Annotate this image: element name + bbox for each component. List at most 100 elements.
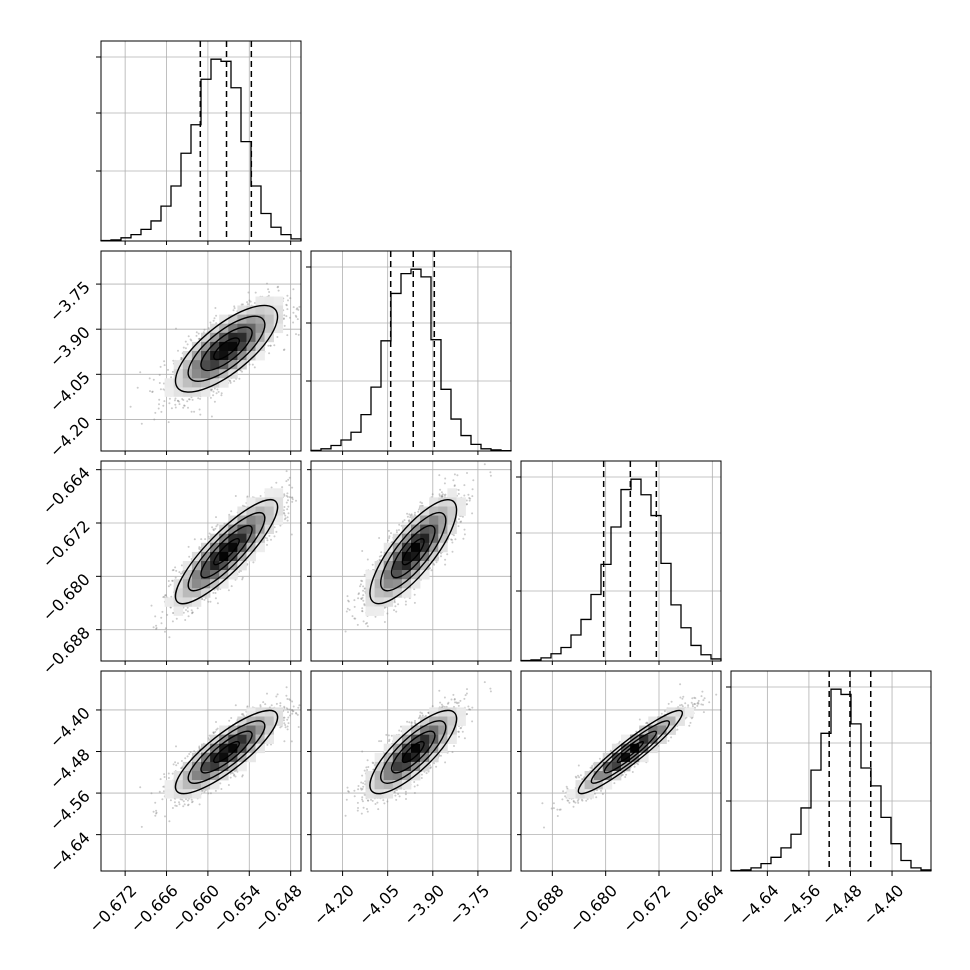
density-cell [255, 305, 265, 315]
sample-point [361, 580, 364, 583]
sample-point [408, 721, 411, 724]
sample-point [158, 373, 161, 376]
sample-point [195, 331, 198, 334]
sample-point [223, 522, 226, 525]
sample-point [201, 789, 204, 792]
density-cell [164, 378, 174, 388]
sample-point [297, 308, 300, 311]
sample-point [697, 702, 700, 705]
density-cell [411, 725, 421, 735]
contour-line [187, 511, 266, 592]
sample-point [595, 796, 598, 799]
sample-point [289, 714, 291, 717]
sample-point [174, 406, 177, 409]
density-cell [383, 761, 394, 772]
density-cell [438, 515, 448, 525]
density-cell [675, 707, 685, 717]
sample-point [198, 746, 201, 749]
sample-point [681, 705, 684, 708]
sample-point [174, 397, 177, 400]
sample-point [174, 804, 177, 807]
sample-point [172, 763, 175, 766]
sample-point [646, 722, 649, 725]
sample-point [302, 476, 304, 478]
sample-point [440, 703, 443, 706]
sample-point [284, 514, 287, 517]
sample-point [577, 801, 580, 804]
density-cell [210, 360, 220, 370]
sample-point [140, 422, 143, 425]
sample-point [419, 501, 422, 504]
density-cell [246, 752, 256, 763]
sample-point [191, 398, 194, 401]
density-cell [374, 606, 384, 616]
sample-point [204, 538, 207, 541]
sample-point [685, 716, 688, 719]
sample-point [287, 711, 289, 714]
sample-point [182, 346, 185, 349]
density-cell [255, 341, 265, 352]
density-cell [447, 488, 457, 498]
sample-point [345, 798, 348, 801]
density-cell [164, 780, 174, 790]
sample-point [215, 516, 217, 519]
sample-point [361, 610, 364, 613]
sample-point [175, 764, 178, 767]
sample-point [347, 599, 350, 602]
density-cell [438, 533, 448, 544]
panel-frame [730, 670, 932, 872]
sample-point [268, 534, 271, 537]
sample-point [162, 785, 165, 788]
sample-point [694, 706, 696, 709]
sample-point [453, 484, 456, 487]
density-cell [383, 789, 394, 799]
sample-point [200, 597, 203, 600]
sample-point [441, 705, 444, 708]
density-cell [219, 351, 229, 361]
density-cell [383, 561, 394, 571]
density-cell [173, 360, 184, 370]
density-cell [228, 743, 238, 754]
contour-line [401, 740, 425, 764]
sample-point [371, 563, 374, 566]
density-cell [273, 515, 284, 525]
sample-point [637, 763, 639, 766]
sample-point [393, 609, 395, 612]
density-cell [392, 734, 403, 744]
sample-point [281, 486, 284, 489]
sample-point [171, 579, 174, 582]
sample-point [676, 728, 679, 731]
sample-point [353, 795, 356, 798]
density-cell [201, 341, 211, 352]
sample-point [213, 400, 216, 403]
sample-point [279, 704, 282, 707]
density-cell [374, 588, 384, 598]
sample-point [463, 528, 466, 531]
density-cell [401, 725, 412, 735]
sample-point [460, 520, 463, 523]
sample-point [290, 533, 293, 536]
sample-point [217, 390, 220, 393]
sample-point [155, 811, 158, 814]
sample-point [684, 702, 687, 705]
density-cell [420, 515, 430, 525]
sample-point [285, 686, 288, 689]
sample-point [288, 698, 291, 701]
density-cell [219, 561, 229, 571]
sample-point [454, 701, 456, 704]
sample-point [550, 807, 553, 810]
sample-point [393, 600, 396, 602]
sample-point [420, 504, 423, 507]
sample-point [286, 516, 289, 519]
density-cell [201, 332, 211, 343]
sample-point [467, 493, 470, 496]
sample-point [348, 608, 351, 611]
sample-point [346, 786, 349, 789]
sample-point [286, 708, 289, 711]
density-cell [237, 351, 247, 361]
sample-point [701, 690, 704, 693]
sample-point [191, 612, 193, 615]
sample-point [361, 774, 364, 777]
density-cell [255, 296, 265, 306]
sample-point [287, 505, 290, 508]
